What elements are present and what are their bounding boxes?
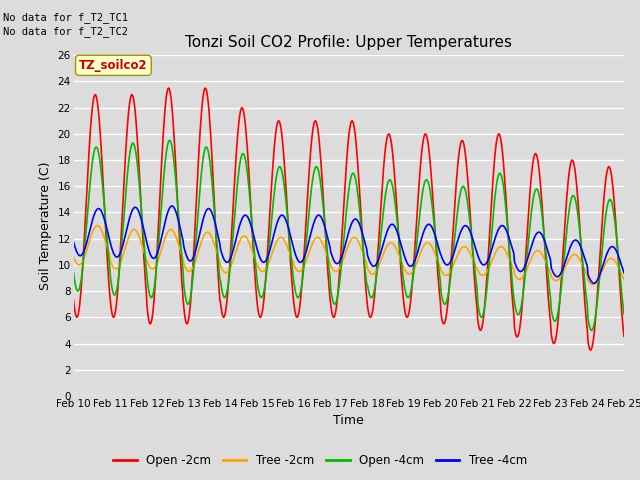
Title: Tonzi Soil CO2 Profile: Upper Temperatures: Tonzi Soil CO2 Profile: Upper Temperatur… <box>186 35 512 50</box>
Text: TZ_soilco2: TZ_soilco2 <box>79 59 148 72</box>
Y-axis label: Soil Temperature (C): Soil Temperature (C) <box>39 161 52 290</box>
X-axis label: Time: Time <box>333 414 364 427</box>
Legend: Open -2cm, Tree -2cm, Open -4cm, Tree -4cm: Open -2cm, Tree -2cm, Open -4cm, Tree -4… <box>108 449 532 472</box>
Text: No data for f_T2_TC2: No data for f_T2_TC2 <box>3 26 128 37</box>
Text: No data for f_T2_TC1: No data for f_T2_TC1 <box>3 12 128 23</box>
